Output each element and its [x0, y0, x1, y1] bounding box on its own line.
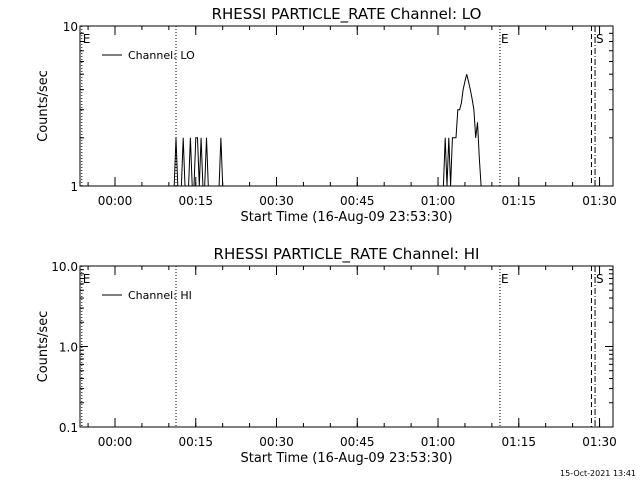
- x-tick-label: 00:15: [178, 194, 213, 208]
- x-tick-label: 00:00: [98, 435, 133, 449]
- series-line: [173, 74, 482, 186]
- plot-timestamp: 15-Oct-2021 13:41: [560, 469, 636, 478]
- plot-frame: [79, 25, 614, 187]
- x-tick-label: 01:15: [501, 435, 536, 449]
- x-tick-label: 01:30: [582, 435, 617, 449]
- chart-panel-1: RHESSI PARTICLE_RATE Channel: LO 1 10 00:00…: [36, 5, 617, 225]
- chart-title: RHESSI PARTICLE_RATE Channel: HI: [214, 245, 480, 264]
- event-flag: E: [83, 32, 91, 46]
- y-axis-label: Counts/sec: [36, 311, 51, 383]
- y-tick-label: 10.0: [51, 260, 78, 274]
- y-axis-label: Counts/sec: [36, 70, 51, 142]
- event-flag: E: [501, 272, 509, 286]
- x-tick-label: 01:00: [421, 194, 456, 208]
- chart-panel-2: RHESSI PARTICLE_RATE Channel: HI 0.1 1.0 10…: [36, 245, 617, 466]
- x-tick-label: 00:30: [259, 435, 294, 449]
- x-tick-label: 01:15: [501, 194, 536, 208]
- event-flag: E: [501, 32, 509, 46]
- legend-label: Channel: HI: [128, 289, 192, 302]
- x-tick-label: 01:00: [421, 435, 456, 449]
- x-tick-label: 00:45: [340, 435, 375, 449]
- x-axis-label: Start Time (16-Aug-09 23:53:30): [240, 210, 452, 225]
- x-tick-label: 00:45: [340, 194, 375, 208]
- x-tick-label: 00:30: [259, 194, 294, 208]
- event-flag: E: [83, 272, 91, 286]
- x-axis-label: Start Time (16-Aug-09 23:53:30): [240, 451, 452, 466]
- y-tick-label: 1: [70, 180, 78, 194]
- x-tick-label: 01:30: [582, 194, 617, 208]
- event-flag: S: [596, 272, 604, 286]
- y-tick-label: 1.0: [59, 341, 78, 355]
- event-flag: S: [596, 32, 604, 46]
- chart-title: RHESSI PARTICLE_RATE Channel: LO: [212, 5, 482, 24]
- y-tick-label: 10: [63, 20, 78, 34]
- x-tick-label: 00:00: [98, 194, 133, 208]
- x-tick-label: 00:15: [178, 435, 213, 449]
- legend-label: Channel: LO: [128, 49, 195, 62]
- y-tick-label: 0.1: [59, 421, 78, 435]
